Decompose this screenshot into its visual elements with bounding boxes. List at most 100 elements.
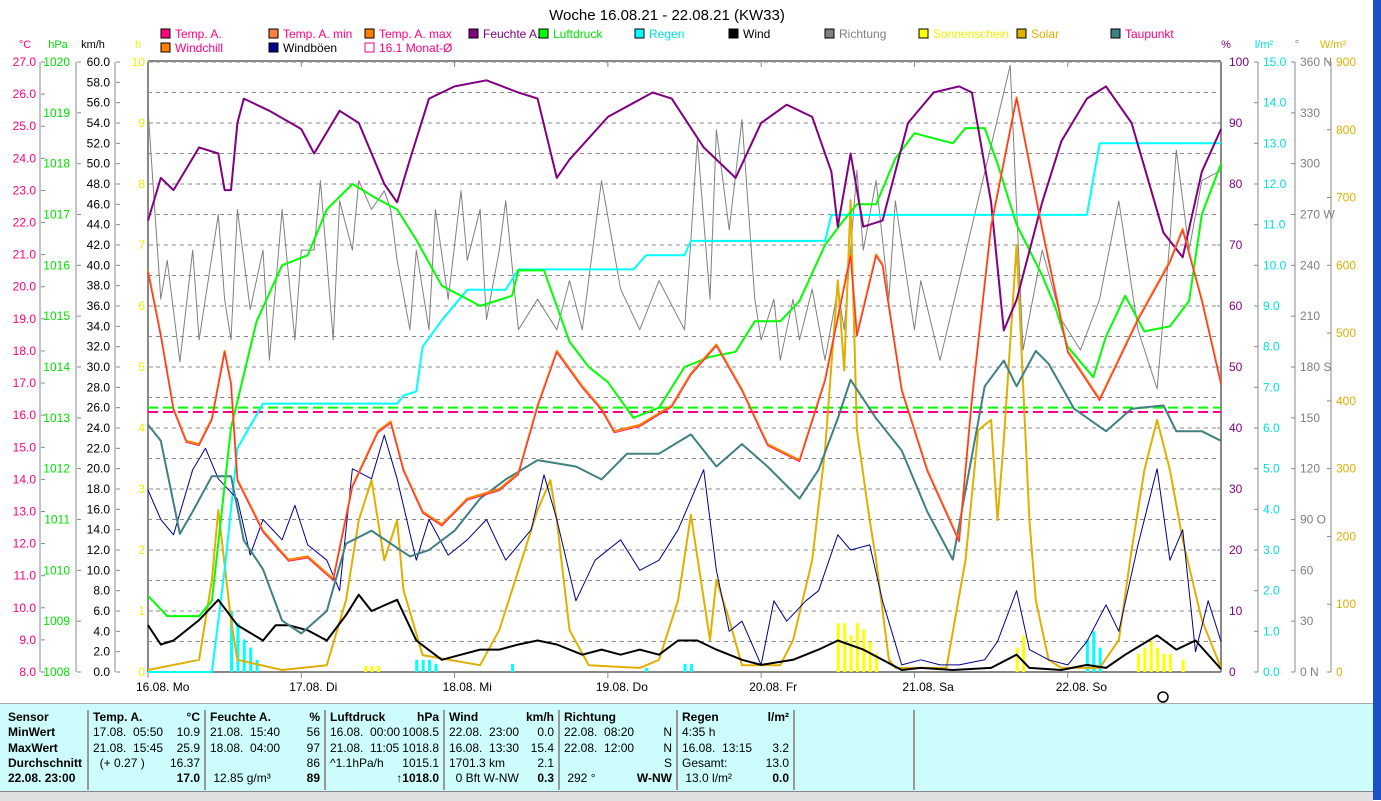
- temp-line: [147, 98, 1222, 581]
- sunshine-bar: [370, 665, 374, 672]
- solar-tick-label: 400: [1336, 394, 1356, 408]
- sunshine-bar: [1136, 653, 1140, 672]
- table-cell-label: 22.08. 23:00: [449, 725, 520, 740]
- legend-label: 16.1 Monat-Ø: [379, 41, 452, 55]
- rain-tick-label: 1.0: [1263, 624, 1280, 638]
- humidity-line: [147, 79, 1222, 332]
- table-cell-label: 22.08. 23:00: [8, 771, 76, 786]
- sunshine-bar: [376, 665, 380, 672]
- rain-tick-label: 13.0: [1263, 136, 1287, 150]
- wind-tick-label: 26.0: [87, 401, 111, 415]
- wind-tick-label: 52.0: [87, 136, 111, 150]
- table-row: 13.0 l/m² 0.0: [682, 771, 789, 786]
- rain-bar: [421, 659, 425, 672]
- wind-tick-label: 60.0: [87, 55, 111, 69]
- sunshine-bar: [1143, 647, 1147, 672]
- table-cell-value: ↑1018.0: [396, 771, 439, 786]
- humidity-tick-label: 20: [1229, 543, 1243, 557]
- chart-title: Woche 16.08.21 - 22.08.21 (KW33): [549, 7, 785, 24]
- rain-tick-label: 6.0: [1263, 421, 1280, 435]
- solar-axis-unit: W/m²: [1320, 39, 1347, 51]
- table-cell-label: MaxWert: [8, 740, 58, 755]
- sunshine-bar: [836, 623, 840, 672]
- table-row: 21.08. 15:40 56: [210, 725, 320, 740]
- legend-swatch: [160, 42, 171, 53]
- table-row: 21.08. 15:45 25.9: [93, 741, 200, 756]
- table-cell-label: Durchschnitt: [8, 755, 83, 770]
- x-tick-label: 22.08. So: [1056, 680, 1108, 694]
- rain-tick-label: 4.0: [1263, 502, 1280, 516]
- table-cell-value: N: [663, 725, 672, 740]
- humidity-axis-unit: %: [1221, 39, 1231, 51]
- temp-tick-label: 12.0: [13, 537, 37, 551]
- rain-bar: [415, 659, 419, 672]
- solar-tick-label: 900: [1336, 55, 1356, 69]
- rain-tick-label: 12.0: [1263, 177, 1287, 191]
- wind-tick-label: 42.0: [87, 238, 111, 252]
- table-cell-value: 13.0: [765, 755, 789, 770]
- wind-tick-label: 10.0: [87, 563, 111, 577]
- temp-tick-label: 18.0: [13, 344, 37, 358]
- sunshine-bar: [868, 641, 872, 672]
- rain-tick-label: 0.0: [1263, 665, 1280, 679]
- table-cell-value: 2.1: [537, 755, 554, 770]
- wind-tick-label: 24.0: [87, 421, 111, 435]
- pressure-tick-label: 1009: [43, 614, 70, 628]
- pressure-tick-label: 1016: [43, 258, 70, 272]
- table-cell-label: Feuchte A.: [210, 710, 271, 724]
- table-row: 22.08. 08:20 N: [564, 725, 672, 740]
- humidity-tick-label: 0: [1229, 665, 1236, 679]
- direction-tick-label: 210: [1300, 309, 1320, 323]
- status-bar: [0, 791, 1373, 801]
- solar-tick-label: 200: [1336, 529, 1356, 543]
- humidity-tick-label: 80: [1229, 177, 1243, 191]
- sun-tick-label: 6: [138, 299, 145, 313]
- sun-axis-unit: h: [135, 39, 141, 51]
- table-cell-label: MinWert: [8, 725, 56, 740]
- direction-tick-label: 60: [1300, 563, 1314, 577]
- wind-tick-label: 54.0: [87, 116, 111, 130]
- wind-tick-label: 2.0: [93, 645, 110, 659]
- legend-label: Windböen: [283, 41, 337, 55]
- wind-axis-unit: km/h: [81, 39, 105, 51]
- solar-tick-label: 300: [1336, 462, 1356, 476]
- table-row: Temp. A. °C: [93, 710, 200, 725]
- legend-label: Temp. A. max: [379, 27, 452, 41]
- sunshine-bar: [843, 623, 847, 672]
- pressure-tick-label: 1019: [43, 106, 70, 120]
- pressure-axis-unit: hPa: [48, 39, 68, 51]
- sun-tick-label: 1: [138, 604, 145, 618]
- rain-bar: [511, 663, 515, 672]
- table-row: (+ 0.27 ) 16.37: [93, 756, 200, 771]
- sunshine-bar: [1156, 647, 1160, 672]
- table-cell-label: 21.08. 11:05: [330, 740, 400, 755]
- rain-bar: [645, 667, 649, 672]
- x-tick-label: 21.08. Sa: [902, 680, 954, 694]
- temp-tick-label: 11.0: [14, 569, 37, 583]
- rain-bar: [249, 647, 253, 672]
- table-cell-value: 10.9: [176, 725, 200, 740]
- table-cell-label: Richtung: [564, 710, 616, 724]
- temp-tick-label: 27.0: [13, 55, 37, 69]
- table-row: 292 ° W-NW: [564, 771, 672, 786]
- temp-tick-label: 13.0: [13, 504, 37, 518]
- temp-tick-label: 21.0: [13, 248, 37, 262]
- rain-bar: [236, 623, 240, 672]
- table-cell-label: 17.08. 05:50: [93, 725, 164, 740]
- table-column: Luftdruck hPa 16.08. 00:00 1008.5 21.08. 11:…: [326, 710, 445, 790]
- desktop-background-strip: [1373, 0, 1381, 800]
- humidity-tick-label: 90: [1229, 116, 1243, 130]
- legend-swatch: [634, 28, 645, 39]
- table-row: Durchschnitt: [8, 756, 83, 771]
- x-tick-label: 19.08. Do: [596, 680, 648, 694]
- table-cell-value: 16.37: [169, 755, 200, 770]
- table-row: 22.08. 12:00 N: [564, 741, 672, 756]
- sun-tick-label: 2: [138, 543, 145, 557]
- wind-tick-label: 32.0: [87, 340, 111, 354]
- temp-tick-label: 22.0: [13, 216, 37, 230]
- temp-max-line: [147, 96, 1222, 580]
- sunshine-bar: [875, 653, 879, 672]
- pressure-tick-label: 1018: [43, 157, 70, 171]
- temp-tick-label: 24.0: [13, 151, 37, 165]
- table-cell-label: Temp. A.: [93, 710, 143, 724]
